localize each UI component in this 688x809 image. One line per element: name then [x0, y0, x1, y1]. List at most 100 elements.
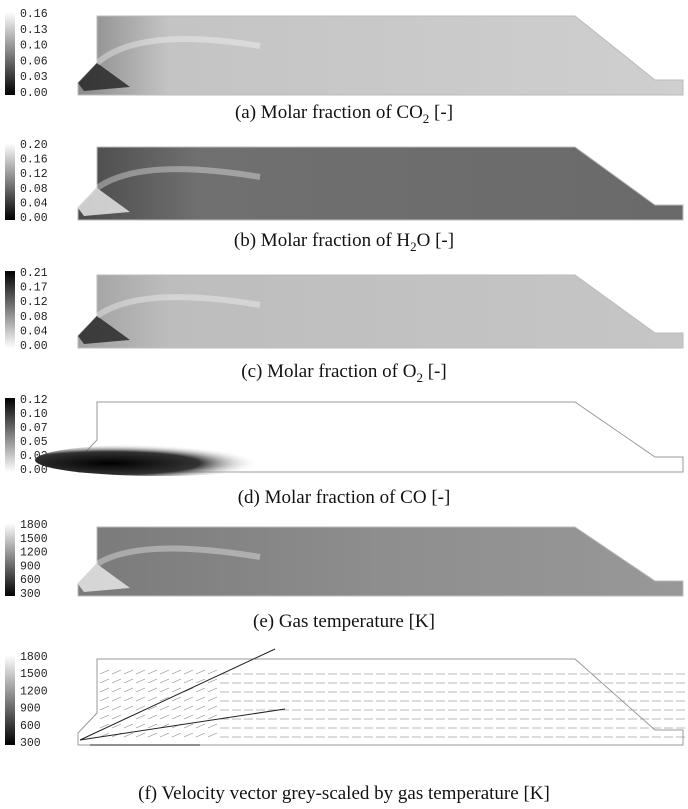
vector [183, 687, 194, 693]
vector [183, 705, 194, 711]
caption-subscript: 2 [416, 370, 423, 385]
vector [159, 669, 170, 675]
vector [111, 705, 122, 711]
vector [159, 705, 170, 711]
vector [171, 678, 182, 684]
vector [207, 696, 218, 702]
panel: 0.120.100.070.050.020.00(d) Molar fracti… [5, 394, 684, 508]
vector [123, 669, 134, 675]
colorbar-label: 1500 [20, 668, 48, 681]
colorbar-label: 0.04 [20, 197, 48, 210]
vector [99, 696, 110, 702]
vector [135, 705, 146, 711]
vector [99, 705, 110, 711]
vector [135, 732, 146, 738]
colorbar-label: 0.12 [20, 168, 48, 181]
vector [147, 687, 158, 693]
vector [171, 669, 182, 675]
colorbar-label: 0.13 [20, 24, 48, 37]
plume [95, 294, 261, 319]
colorbar-label: 600 [20, 720, 41, 733]
vector [111, 669, 122, 675]
colorbar-label: 0.06 [20, 55, 48, 68]
vector [123, 678, 134, 684]
colorbar-label: 0.12 [20, 394, 48, 407]
colorbar-label: 0.21 [20, 267, 48, 280]
vector [183, 696, 194, 702]
co-plume [35, 444, 285, 476]
colorbar-label: 0.10 [20, 40, 48, 53]
caption-tail: [-] [423, 361, 447, 382]
colorbar-label: 0.00 [20, 464, 48, 477]
colorbar-label: 300 [20, 588, 41, 601]
vector [135, 678, 146, 684]
inlet-jet [78, 63, 130, 91]
vector [159, 678, 170, 684]
vector [183, 723, 194, 729]
vector [147, 678, 158, 684]
vector [135, 714, 146, 720]
inlet-jet [78, 188, 130, 216]
vector [171, 732, 182, 738]
colorbar-label: 0.03 [20, 71, 48, 84]
vector [111, 714, 122, 720]
vector [195, 723, 206, 729]
caption: (f) Velocity vector grey-scaled by gas t… [138, 783, 550, 804]
vector [171, 714, 182, 720]
panel: 1800 1500 1200 900 600 300 (f) Velocity vector… [5, 648, 685, 804]
domain [77, 15, 684, 96]
colorbar [5, 655, 15, 745]
colorbar [5, 398, 15, 472]
colorbar-label: 0.16 [20, 8, 48, 21]
vector [159, 687, 170, 693]
vector [123, 732, 134, 738]
plume [95, 166, 261, 191]
colorbar-label: 0.20 [20, 139, 48, 152]
domain [77, 658, 684, 746]
vectors [99, 669, 685, 738]
vector [123, 696, 134, 702]
plume [95, 545, 261, 567]
vector [111, 723, 122, 729]
caption: (b) Molar fraction of H2O [-] [234, 230, 454, 254]
vector [111, 678, 122, 684]
caption-tail: [-] [429, 102, 453, 123]
colorbar-label: 0.00 [20, 212, 48, 225]
colorbar-label: 0.08 [20, 311, 48, 324]
colorbar-label: 0.12 [20, 296, 48, 309]
vector [207, 669, 218, 675]
plume [95, 35, 261, 66]
colorbar [5, 271, 15, 348]
vector [183, 669, 194, 675]
vector [183, 732, 194, 738]
vector [111, 687, 122, 693]
colorbar-label: 300 [20, 737, 41, 750]
vector [207, 714, 218, 720]
vector [207, 705, 218, 711]
caption-text: (c) Molar fraction of O [241, 361, 416, 382]
vector [147, 696, 158, 702]
caption-subscript: 2 [410, 239, 417, 254]
caption: (c) Molar fraction of O2 [-] [241, 361, 446, 385]
vector [171, 705, 182, 711]
domain [77, 146, 684, 221]
vector [171, 696, 182, 702]
vector [195, 696, 206, 702]
caption-text: (f) Velocity vector grey-scaled by gas t… [138, 783, 550, 804]
colorbar-label: 1500 [20, 533, 48, 546]
vector [135, 696, 146, 702]
vector [99, 687, 110, 693]
caption-subscript: 2 [423, 111, 430, 126]
domain [77, 526, 684, 597]
vector [123, 723, 134, 729]
vector [195, 687, 206, 693]
vector [135, 687, 146, 693]
vector [123, 705, 134, 711]
colorbar-label: 0.00 [20, 87, 48, 100]
vector [147, 714, 158, 720]
vector [207, 732, 218, 738]
vector [99, 669, 110, 675]
colorbar-label: 900 [20, 703, 41, 716]
caption-text: (d) Molar fraction of CO [-] [238, 487, 451, 508]
